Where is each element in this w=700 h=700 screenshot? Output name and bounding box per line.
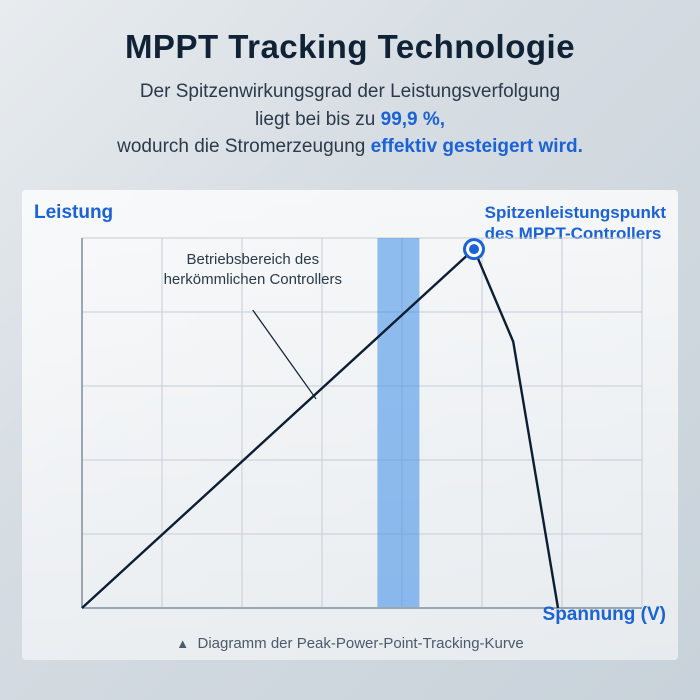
subtitle-line3a: wodurch die Stromerzeugung (117, 136, 370, 157)
page-title: MPPT Tracking Technologie (0, 28, 700, 66)
annotation-line2: herkömmlichen Controllers (164, 271, 342, 288)
caption-text: Diagramm der Peak-Power-Point-Tracking-K… (198, 635, 524, 652)
annotation-label: Betriebsbereich des herkömmlichen Contro… (158, 250, 348, 291)
subtitle-highlight-1: 99,9 %, (381, 109, 445, 130)
subtitle-line1: Der Spitzenwirkungsgrad der Leistungsver… (140, 81, 560, 102)
triangle-icon: ▲ (176, 636, 189, 651)
chart-caption: ▲ Diagramm der Peak-Power-Point-Tracking… (22, 635, 678, 652)
subtitle-line2a: liegt bei bis zu (255, 109, 381, 130)
chart-svg (22, 190, 678, 660)
subtitle-highlight-2: effektiv gesteigert wird. (371, 136, 583, 157)
chart-panel: Leistung Spitzenleistungspunkt des MPPT-… (22, 190, 678, 660)
x-axis-label: Spannung (V) (543, 604, 666, 626)
annotation-line1: Betriebsbereich des (187, 251, 320, 268)
subtitle: Der Spitzenwirkungsgrad der Leistungsver… (30, 78, 670, 161)
infographic-stage: MPPT Tracking Technologie Der Spitzenwir… (0, 0, 700, 700)
